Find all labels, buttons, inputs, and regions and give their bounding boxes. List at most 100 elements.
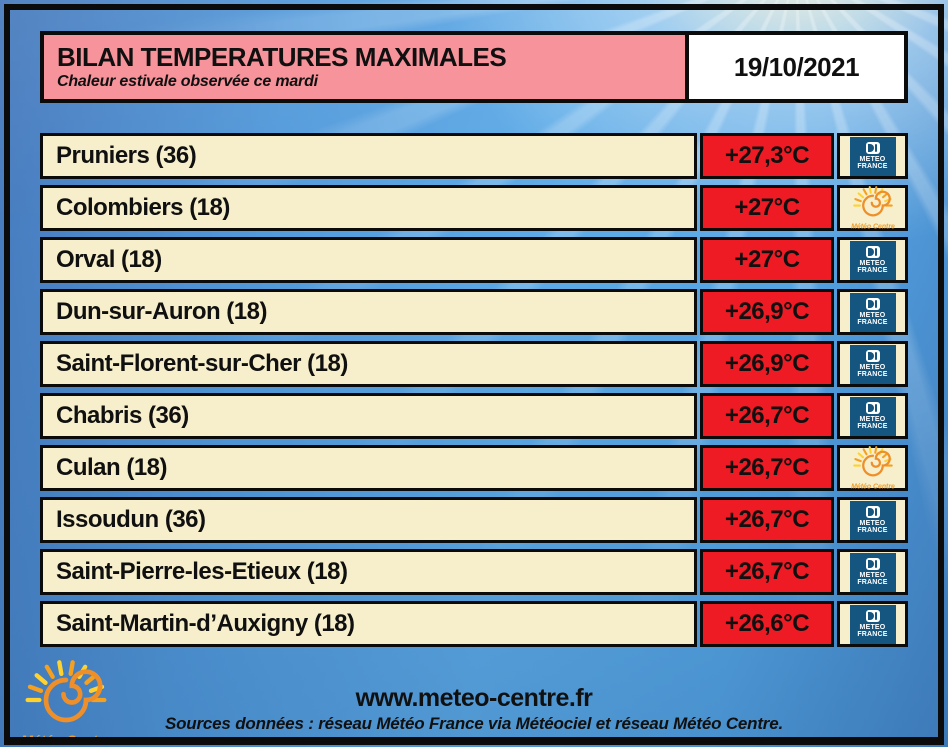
city-cell: Culan (18) (40, 445, 697, 491)
meteo-centre-logo: Météo Centre (851, 446, 895, 490)
temperature-cell: +26,7°C (700, 445, 834, 491)
meteo-centre-logo: Météo Centre (21, 660, 111, 747)
meteo-france-label-line1: METEO (859, 363, 886, 371)
meteo-france-label-line1: METEO (859, 311, 886, 319)
city-cell: Saint-Pierre-les-Etieux (18) (40, 549, 697, 595)
meteo-france-logo: METEO FRANCE (849, 136, 896, 176)
city-cell: Pruniers (36) (40, 133, 697, 179)
temperature-value: +26,7°C (724, 506, 810, 533)
meteo-france-logo: METEO FRANCE (849, 240, 896, 280)
source-logo-cell: METEO FRANCE Météo Centre (837, 185, 908, 231)
source-logo-cell: METEO FRANCE Météo Centre (837, 393, 908, 439)
temperature-cell: +27°C (700, 185, 834, 231)
temperature-cell: +26,7°C (700, 497, 834, 543)
meteo-france-label-line1: METEO (859, 519, 886, 527)
source-logo-cell: METEO FRANCE Météo Centre (837, 341, 908, 387)
source-logo-cell: METEO FRANCE Météo Centre (837, 133, 908, 179)
city-cell: Chabris (36) (40, 393, 697, 439)
temperature-cell: +27,3°C (700, 133, 834, 179)
meteo-france-icon (865, 609, 880, 622)
source-logo-cell: METEO FRANCE Météo Centre (837, 497, 908, 543)
meteo-centre-label: Météo Centre (851, 483, 895, 490)
source-logo-cell: METEO FRANCE Météo Centre (837, 601, 908, 647)
city-cell: Dun-sur-Auron (18) (40, 289, 697, 335)
temperature-table: Pruniers (36) +27,3°C METEO FRANCE (40, 133, 908, 653)
temperature-cell: +26,9°C (700, 289, 834, 335)
temperature-value: +26,7°C (724, 454, 810, 481)
meteo-france-icon (865, 505, 880, 518)
meteo-france-label-line2: FRANCE (857, 527, 888, 534)
temperature-cell: +26,7°C (700, 393, 834, 439)
city-label: Orval (18) (56, 246, 162, 273)
meteo-france-label-line1: METEO (859, 415, 886, 423)
meteo-france-label-line2: FRANCE (857, 163, 888, 170)
city-cell: Saint-Florent-sur-Cher (18) (40, 341, 697, 387)
temperature-value: +26,9°C (724, 350, 810, 377)
meteo-france-logo: METEO FRANCE (849, 292, 896, 332)
meteo-france-logo: METEO FRANCE (849, 500, 896, 540)
title-box: BILAN TEMPERATURES MAXIMALES Chaleur est… (40, 31, 685, 103)
meteo-france-label-line2: FRANCE (857, 631, 888, 638)
city-label: Saint-Martin-d’Auxigny (18) (56, 610, 355, 637)
meteo-france-label-line1: METEO (859, 259, 886, 267)
table-row: Saint-Florent-sur-Cher (18) +26,9°C METE… (40, 341, 908, 387)
meteo-france-icon (865, 349, 880, 362)
city-label: Issoudun (36) (56, 506, 206, 533)
meteo-france-label-line2: FRANCE (857, 579, 888, 586)
meteo-france-label-line1: METEO (859, 155, 886, 163)
city-cell: Issoudun (36) (40, 497, 697, 543)
meteo-centre-logo: Météo Centre (851, 186, 895, 230)
city-label: Chabris (36) (56, 402, 189, 429)
table-row: Issoudun (36) +26,7°C METEO FRANCE (40, 497, 908, 543)
date-box: 19/10/2021 (685, 31, 908, 103)
temperature-value: +26,7°C (724, 558, 810, 585)
temperature-value: +26,6°C (724, 610, 810, 637)
temperature-value: +27°C (734, 194, 800, 221)
meteo-france-label-line1: METEO (859, 623, 886, 631)
meteo-france-icon (865, 141, 880, 154)
temperature-cell: +26,7°C (700, 549, 834, 595)
header: BILAN TEMPERATURES MAXIMALES Chaleur est… (40, 31, 908, 103)
city-label: Dun-sur-Auron (18) (56, 298, 267, 325)
temperature-cell: +27°C (700, 237, 834, 283)
table-row: Saint-Martin-d’Auxigny (18) +26,6°C METE… (40, 601, 908, 647)
meteo-france-logo: METEO FRANCE (849, 552, 896, 592)
temperature-value: +26,7°C (724, 402, 810, 429)
temperature-cell: +26,6°C (700, 601, 834, 647)
meteo-centre-label: Météo Centre (21, 733, 111, 747)
meteo-france-label-line2: FRANCE (857, 371, 888, 378)
table-row: Colombiers (18) +27°C METEO FRANCE (40, 185, 908, 231)
table-row: Pruniers (36) +27,3°C METEO FRANCE (40, 133, 908, 179)
source-logo-cell: METEO FRANCE Météo Centre (837, 237, 908, 283)
source-logo-cell: METEO FRANCE Météo Centre (837, 549, 908, 595)
table-row: Saint-Pierre-les-Etieux (18) +26,7°C MET… (40, 549, 908, 595)
city-label: Culan (18) (56, 454, 168, 481)
temperature-value: +27°C (734, 246, 800, 273)
meteo-centre-label: Météo Centre (851, 223, 895, 230)
meteo-france-logo: METEO FRANCE (849, 604, 896, 644)
temperature-value: +27,3°C (724, 142, 810, 169)
temperature-value: +26,9°C (724, 298, 810, 325)
city-cell: Colombiers (18) (40, 185, 697, 231)
city-cell: Orval (18) (40, 237, 697, 283)
meteo-france-label-line2: FRANCE (857, 319, 888, 326)
table-row: Dun-sur-Auron (18) +26,9°C METEO FRANCE (40, 289, 908, 335)
city-label: Pruniers (36) (56, 142, 197, 169)
meteo-france-label-line2: FRANCE (857, 267, 888, 274)
meteo-france-logo: METEO FRANCE (849, 344, 896, 384)
meteo-france-icon (865, 401, 880, 414)
table-row: Orval (18) +27°C METEO FRANCE (40, 237, 908, 283)
city-label: Saint-Pierre-les-Etieux (18) (56, 558, 348, 585)
source-logo-cell: METEO FRANCE Météo Centre (837, 289, 908, 335)
meteo-france-logo: METEO FRANCE (849, 396, 896, 436)
page-title: BILAN TEMPERATURES MAXIMALES (57, 42, 507, 72)
temperature-cell: +26,9°C (700, 341, 834, 387)
table-row: Culan (18) +26,7°C METEO FRANCE (40, 445, 908, 491)
website-text: www.meteo-centre.fr (355, 684, 593, 712)
sources-text: Sources données : réseau Météo France vi… (164, 714, 783, 733)
city-label: Saint-Florent-sur-Cher (18) (56, 350, 348, 377)
page-subtitle: Chaleur estivale observée ce mardi (57, 73, 318, 90)
city-label: Colombiers (18) (56, 194, 230, 221)
meteo-france-label-line1: METEO (859, 571, 886, 579)
